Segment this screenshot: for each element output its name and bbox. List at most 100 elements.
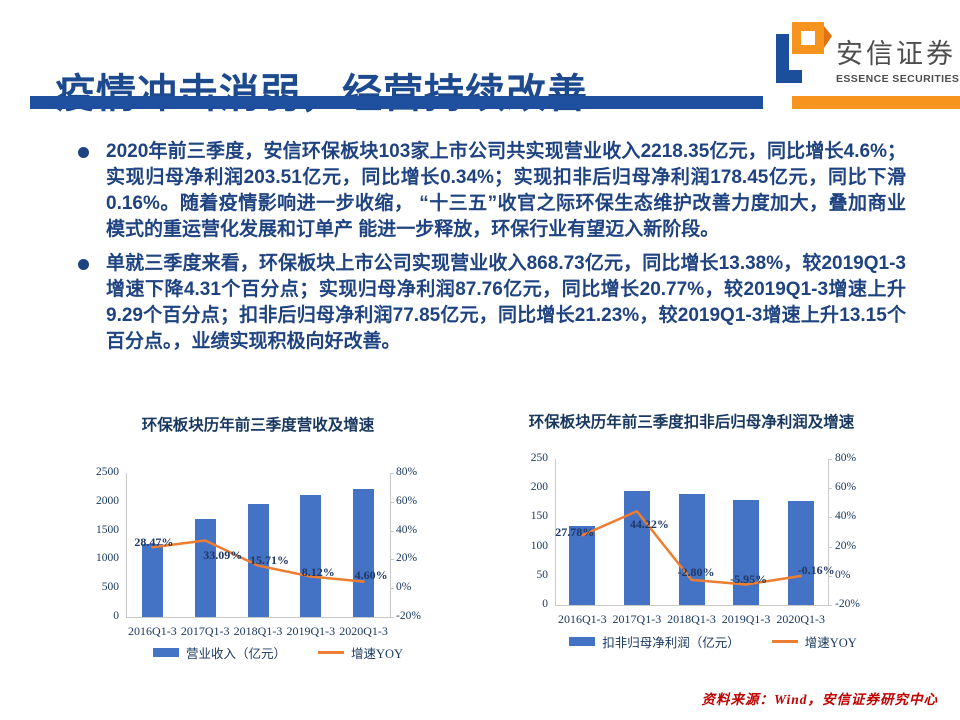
legend-item-bar: 营业收入（亿元） <box>152 643 286 662</box>
right-axis-tick: 60% <box>396 494 418 507</box>
logo-text: 安信证券 ESSENCE SECURITIES <box>836 32 959 85</box>
bullet-item-1: 2020年前三季度，安信环保板块103家上市公司共实现营业收入2218.35亿元… <box>76 139 906 243</box>
left-axis-tick: 100 <box>530 539 548 552</box>
logo-name-cn: 安信证券 <box>836 39 956 69</box>
y-axis-line <box>126 473 127 617</box>
legend-label-line: 增速YOY <box>350 647 404 661</box>
chart-legend: 营业收入（亿元） 增速YOY <box>78 643 478 662</box>
x-axis-line <box>555 605 828 606</box>
growth-data-label: -2.80% <box>677 564 715 579</box>
left-axis-tick: 1000 <box>96 552 119 565</box>
axis-tickmark <box>828 517 832 519</box>
axis-tickmark <box>390 530 394 532</box>
axis-tickmark <box>828 546 832 548</box>
left-axis-tick: 2500 <box>96 466 119 478</box>
bullet-dot <box>78 259 89 270</box>
category-label: 2016Q1-3 <box>128 624 177 638</box>
legend-bar-swatch <box>152 648 179 657</box>
category-label: 2016Q1-3 <box>557 612 607 626</box>
left-axis-tick: 50 <box>536 568 549 581</box>
left-axis-tick: 500 <box>101 581 119 594</box>
axis-tickmark <box>828 575 832 577</box>
growth-data-label: 28.47% <box>134 535 174 550</box>
yoy-growth-line <box>581 509 802 586</box>
bar-2016Q1-3 <box>141 543 163 617</box>
legend-label-line: 增速YOY <box>804 636 857 650</box>
right-axis-tick: 20% <box>396 552 418 565</box>
legend-label-bar: 营业收入（亿元） <box>185 647 286 661</box>
bar-2018Q1-3 <box>678 494 705 605</box>
category-label: 2019Q1-3 <box>721 612 771 626</box>
growth-data-label: 33.09% <box>203 547 243 562</box>
axis-tickmark <box>828 488 832 490</box>
chart-legend: 扣非归母净利润（亿元） 增速YOY <box>498 632 928 651</box>
essence-securities-logo-icon <box>776 22 832 83</box>
legend-bar-swatch <box>569 637 596 646</box>
category-label: 2020Q1-3 <box>776 612 826 626</box>
yoy-growth-line <box>151 539 365 583</box>
revenue-growth-chart: 环保板块历年前三季度营收及增速 0 -20% 500 0% 1000 20% 1500 40% 2… <box>78 403 478 675</box>
left-axis-tick: 200 <box>530 481 548 494</box>
right-axis-tick: 60% <box>835 481 857 494</box>
right-axis-tick: 80% <box>396 466 418 478</box>
legend-label-bar: 扣非归母净利润（亿元） <box>602 636 740 650</box>
right-axis-tick: 0% <box>835 568 851 581</box>
left-axis-tick: 0 <box>113 610 119 622</box>
category-label: 2018Q1-3 <box>667 612 716 626</box>
bullet-item-2: 单就三季度来看，环保板块上市公司实现营业收入868.73亿元，同比增长13.38… <box>76 251 906 355</box>
growth-data-label: 44.22% <box>629 517 669 532</box>
axis-tickmark <box>390 501 394 503</box>
category-label: 2017Q1-3 <box>180 624 230 638</box>
title-underline-blue <box>30 96 763 109</box>
axis-tickmark <box>390 617 394 618</box>
growth-data-label: 8.12% <box>301 564 335 579</box>
source-note: 资料来源：Wind，安信证券研究中心 <box>701 692 938 707</box>
right-axis-tick: 40% <box>396 523 418 536</box>
chart-title: 环保板块历年前三季度营收及增速 <box>141 417 375 434</box>
category-label: 2018Q1-3 <box>233 624 283 638</box>
right-axis-tick: -20% <box>396 610 421 622</box>
growth-data-label: 4.60% <box>354 567 388 582</box>
bar-2020Q1-3 <box>353 489 375 617</box>
growth-data-label: -5.95% <box>730 572 768 587</box>
legend-line-swatch <box>317 651 344 654</box>
left-axis-tick: 2000 <box>96 494 119 507</box>
right-axis-tick: 80% <box>835 452 857 464</box>
left-axis-tick: 1500 <box>96 523 119 536</box>
chart-title: 环保板块历年前三季度扣非后归母净利润及增速 <box>528 414 855 431</box>
axis-tickmark <box>828 605 832 606</box>
bar-2019Q1-3 <box>733 500 760 605</box>
legend-item-line: 增速YOY <box>317 643 404 662</box>
y-axis-line <box>390 473 391 617</box>
company-logo: 安信证券 ESSENCE SECURITIES <box>772 20 959 86</box>
axis-tickmark <box>828 459 832 460</box>
bullet-dot <box>78 147 89 158</box>
bar-2019Q1-3 <box>300 494 322 617</box>
bar-2016Q1-3 <box>569 525 596 605</box>
axis-tickmark <box>390 559 394 561</box>
right-axis-tick: 40% <box>835 510 857 523</box>
page-title: 疫情冲击消弱，经营持续改善 <box>55 71 588 116</box>
legend-item-line: 增速YOY <box>771 632 857 651</box>
y-axis-line <box>555 459 556 605</box>
bar-2017Q1-3 <box>623 490 650 605</box>
x-axis-line <box>126 617 390 618</box>
left-axis-tick: 150 <box>530 510 548 523</box>
bullet-text-2: 单就三季度来看，环保板块上市公司实现营业收入868.73亿元，同比增长13.38… <box>106 253 906 352</box>
profit-growth-chart: 环保板块历年前三季度扣非后归母净利润及增速 0 -20% 50 0% 100 20% 150 4… <box>498 401 928 673</box>
category-label: 2017Q1-3 <box>612 612 662 626</box>
bullet-text-1: 2020年前三季度，安信环保板块103家上市公司共实现营业收入2218.35亿元… <box>106 141 906 240</box>
left-axis-tick: 0 <box>542 598 548 610</box>
logo-name-en: ESSENCE SECURITIES <box>836 73 960 85</box>
right-axis-tick: 0% <box>396 581 412 594</box>
title-underline-orange <box>792 96 960 109</box>
growth-data-label: 15.71% <box>250 552 289 567</box>
axis-tickmark <box>390 588 394 590</box>
growth-data-label: 27.78% <box>555 525 595 540</box>
right-axis-tick: 20% <box>835 539 857 552</box>
category-label: 2020Q1-3 <box>339 624 388 638</box>
right-axis-tick: -20% <box>835 598 860 610</box>
bar-2020Q1-3 <box>787 501 814 605</box>
category-label: 2019Q1-3 <box>286 624 336 638</box>
